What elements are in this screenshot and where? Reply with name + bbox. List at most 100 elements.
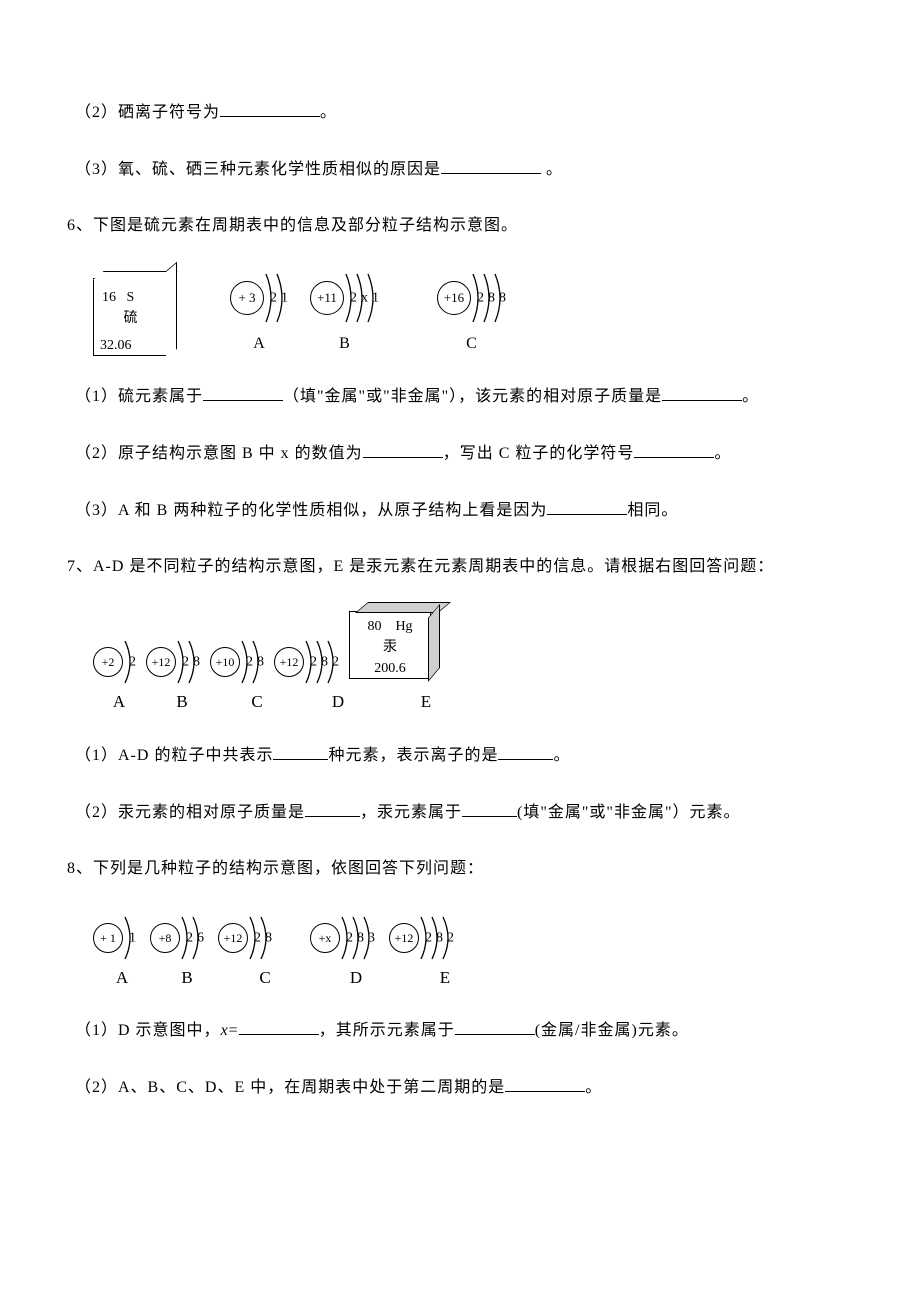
- shells: 28: [242, 637, 264, 687]
- label-C: C: [219, 689, 295, 715]
- shells: 282: [421, 913, 454, 963]
- atomic-mass: 200.6: [350, 658, 430, 679]
- q7-labels: A B C D E: [93, 689, 845, 715]
- atom-C: +16 288 C: [437, 270, 506, 356]
- variable-x: x: [221, 1022, 229, 1039]
- nucleus: +16: [437, 281, 471, 315]
- text: 。: [742, 388, 759, 405]
- label-E: E: [381, 689, 471, 715]
- blank: [634, 441, 714, 458]
- nucleus: +2: [93, 647, 123, 677]
- blank: [505, 1075, 585, 1092]
- text: (填"金属"或"非金属"）元素。: [517, 804, 740, 821]
- element-box-sulfur: 16 S 硫 32.06: [93, 278, 168, 356]
- q5-part3: （3）氧、硫、硒三种元素化学性质相似的原因是 。: [75, 157, 845, 182]
- blank: [462, 800, 517, 817]
- nucleus: + 1: [93, 923, 123, 953]
- blank: [239, 1018, 319, 1035]
- electron-count: 3: [368, 927, 375, 948]
- blank: [547, 498, 627, 515]
- blank: [305, 800, 360, 817]
- q7-part1: （1）A-D 的粒子中共表示种元素，表示离子的是。: [75, 743, 845, 768]
- atom-D: +12 282: [274, 637, 339, 687]
- nucleus: +x: [310, 923, 340, 953]
- shells: 2x1: [346, 270, 379, 326]
- text: （2）汞元素的相对原子质量是: [75, 804, 305, 821]
- shells: 26: [182, 913, 204, 963]
- element-name: 汞: [350, 637, 430, 658]
- text: 。: [714, 445, 731, 462]
- label-E: E: [405, 965, 485, 991]
- atom-A: + 3 21 A: [230, 270, 288, 356]
- symbol: S: [127, 290, 135, 305]
- label: B: [310, 332, 379, 356]
- label-D: D: [307, 965, 405, 991]
- atom-A: + 1 1: [93, 913, 136, 963]
- electron-count: 1: [281, 288, 288, 309]
- text: （1）A-D 的粒子中共表示: [75, 747, 273, 764]
- text: ，汞元素属于: [360, 804, 462, 821]
- text: 。: [320, 104, 337, 121]
- q7-part2: （2）汞元素的相对原子质量是 ，汞元素属于 (填"金属"或"非金属"）元素。: [75, 800, 845, 825]
- nucleus: +10: [210, 647, 240, 677]
- atomic-number: 16: [102, 290, 116, 305]
- atom-B: +8 26: [150, 913, 204, 963]
- text: （1）硫元素属于: [75, 388, 203, 405]
- shells: 1: [125, 913, 136, 963]
- atom-C: +12 28: [218, 913, 272, 963]
- blank: [220, 100, 320, 117]
- electron-count: 2: [447, 927, 454, 948]
- text: （2）原子结构示意图 B 中 x 的数值为: [75, 445, 363, 462]
- symbol: Hg: [395, 619, 412, 634]
- atom-A: +2 2: [93, 637, 136, 687]
- electron-count: 1: [372, 288, 379, 309]
- electron-count: 1: [129, 927, 136, 948]
- electron-count: 8: [265, 927, 272, 948]
- shells: 2: [125, 637, 136, 687]
- q7-intro: 7、A-D 是不同粒子的结构示意图，E 是汞元素在元素周期表中的信息。请根据右图…: [67, 555, 845, 579]
- label: C: [437, 332, 506, 356]
- blank: [662, 384, 742, 401]
- text: ，写出 C 粒子的化学符号: [443, 445, 635, 462]
- text: 。: [585, 1079, 602, 1096]
- atom-B: +12 28: [146, 637, 200, 687]
- text: （2）硒离子符号为: [75, 104, 220, 121]
- nucleus: + 3: [230, 281, 264, 315]
- q8-figure: + 1 1 +8 26 +12 28 +x 283 +12 282: [93, 913, 845, 963]
- blank: [441, 157, 541, 174]
- q6-part2: （2）原子结构示意图 B 中 x 的数值为 ，写出 C 粒子的化学符号 。: [75, 441, 845, 466]
- blank: [498, 743, 553, 760]
- label: A: [230, 332, 288, 356]
- atom-B: +11 2x1 B: [310, 270, 379, 356]
- q8-part2: （2）A、B、C、D、E 中，在周期表中处于第二周期的是 。: [75, 1075, 845, 1100]
- atomic-number: 80: [367, 619, 381, 634]
- nucleus: +8: [150, 923, 180, 953]
- q6-part1: （1）硫元素属于（填"金属"或"非金属"），该元素的相对原子质量是。: [75, 384, 845, 409]
- shells: 288: [473, 270, 506, 326]
- q8-labels: A B C D E: [93, 965, 845, 991]
- label-B: B: [145, 689, 219, 715]
- shells: 21: [266, 270, 288, 326]
- electron-count: 8: [193, 652, 200, 673]
- atom-C: +10 28: [210, 637, 264, 687]
- text: （1）D 示意图中，: [75, 1022, 221, 1039]
- text: 。: [553, 747, 570, 764]
- electron-count: 2: [332, 652, 339, 673]
- text: （3）A 和 B 两种粒子的化学性质相似，从原子结构上看是因为: [75, 502, 547, 519]
- electron-count: 8: [499, 288, 506, 309]
- text: =: [229, 1022, 239, 1039]
- q8-part1: （1）D 示意图中，x=，其所示元素属于(金属/非金属)元素。: [75, 1018, 845, 1043]
- atomic-mass: 32.06: [94, 335, 167, 356]
- blank: [273, 743, 328, 760]
- q7-figure: +2 2 +12 28 +10 28 +12 282 80 Hg 汞 200.6: [93, 611, 845, 687]
- blank: [363, 441, 443, 458]
- text: 相同。: [627, 502, 678, 519]
- shells: 28: [250, 913, 272, 963]
- text: （2）A、B、C、D、E 中，在周期表中处于第二周期的是: [75, 1079, 505, 1096]
- q8-intro: 8、下列是几种粒子的结构示意图，依图回答下列问题：: [67, 857, 845, 881]
- atom-D: +x 283: [310, 913, 375, 963]
- text: （3）氧、硫、硒三种元素化学性质相似的原因是: [75, 161, 441, 178]
- nucleus: +12: [218, 923, 248, 953]
- label-B: B: [151, 965, 223, 991]
- label-A: A: [93, 965, 151, 991]
